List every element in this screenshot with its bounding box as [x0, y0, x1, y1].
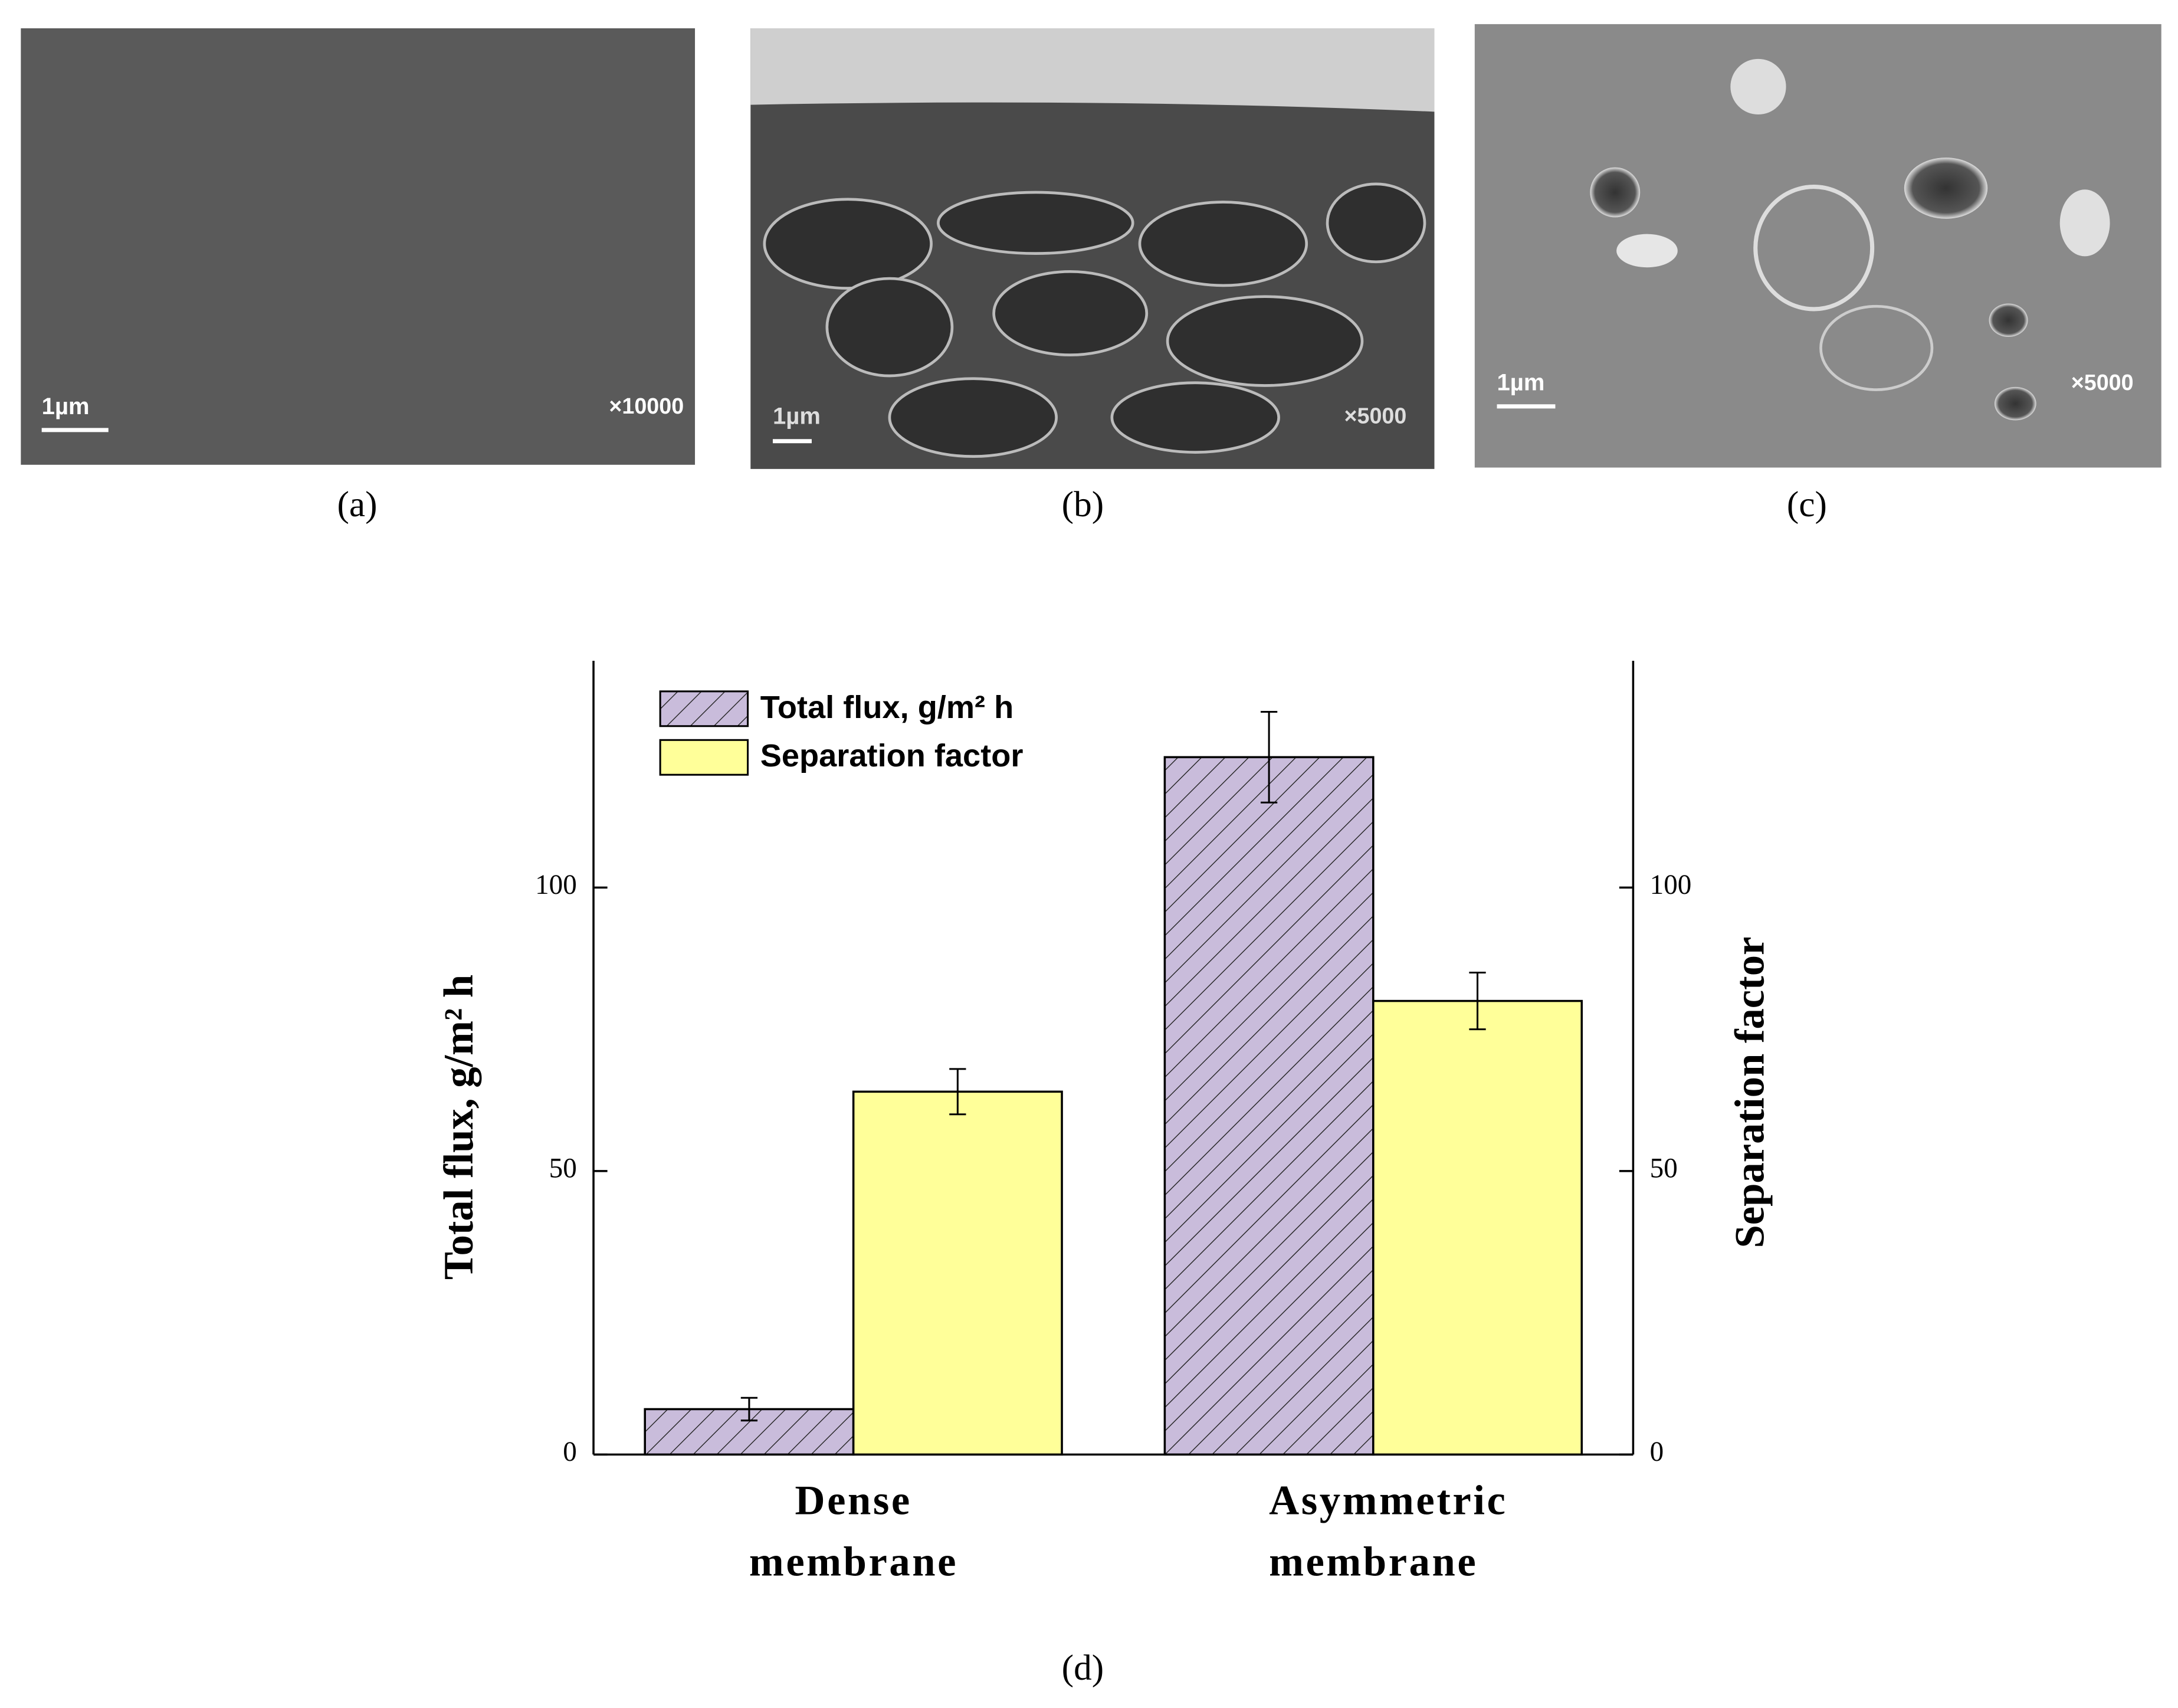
scale-bar-label: 1µm [1497, 370, 1545, 396]
scale-bar-label: 1µm [773, 403, 821, 429]
legend-swatch [659, 690, 749, 727]
error-bar [1469, 971, 1486, 1031]
sem-cells [763, 182, 1426, 458]
magnification: ×5000 [1344, 404, 1407, 428]
x-tick-label-box: Dense membrane [749, 1478, 959, 1585]
legend-label: Total flux, g/m² h [760, 690, 1013, 725]
y2-axis-title: Separation factor [1727, 937, 1773, 1248]
legend-swatch [659, 739, 749, 776]
scale-bar-label: 1µm [42, 394, 90, 419]
panel-label: (a) [337, 484, 378, 524]
y2-tick-label: 0 [1650, 1437, 1664, 1467]
y2-tick-label: 50 [1650, 1153, 1678, 1184]
x-tick-label: Asymmetric membrane [1269, 1478, 1508, 1585]
y-tick-label: 0 [563, 1437, 577, 1467]
legend-label: Separation factor [760, 738, 1024, 773]
x-tick-label-box: Asymmetric membrane [1269, 1478, 1508, 1585]
magnification: ×10000 [609, 394, 684, 418]
sem-background [750, 28, 1435, 112]
panel-label: (d) [1062, 1648, 1104, 1688]
y-tick-label: 100 [535, 870, 577, 900]
panel-label: (b) [1062, 484, 1104, 524]
y2-tick-label: 100 [1650, 870, 1692, 900]
bar [852, 1090, 1063, 1456]
sem-image-a [21, 28, 696, 465]
error-bar [740, 1396, 758, 1422]
error-bar [949, 1068, 966, 1116]
y-tick-label: 50 [549, 1153, 577, 1184]
sem-image-c [1474, 24, 2161, 468]
error-bar [1260, 710, 1278, 804]
bar [1163, 756, 1375, 1456]
sem-pores [1590, 58, 2110, 421]
magnification: ×5000 [2071, 370, 2134, 395]
bar [1372, 999, 1583, 1456]
panel-label: (c) [1787, 484, 1827, 524]
y-axis-title: Total flux, g/m² h [436, 975, 482, 1280]
x-tick-label: Dense membrane [749, 1478, 959, 1585]
